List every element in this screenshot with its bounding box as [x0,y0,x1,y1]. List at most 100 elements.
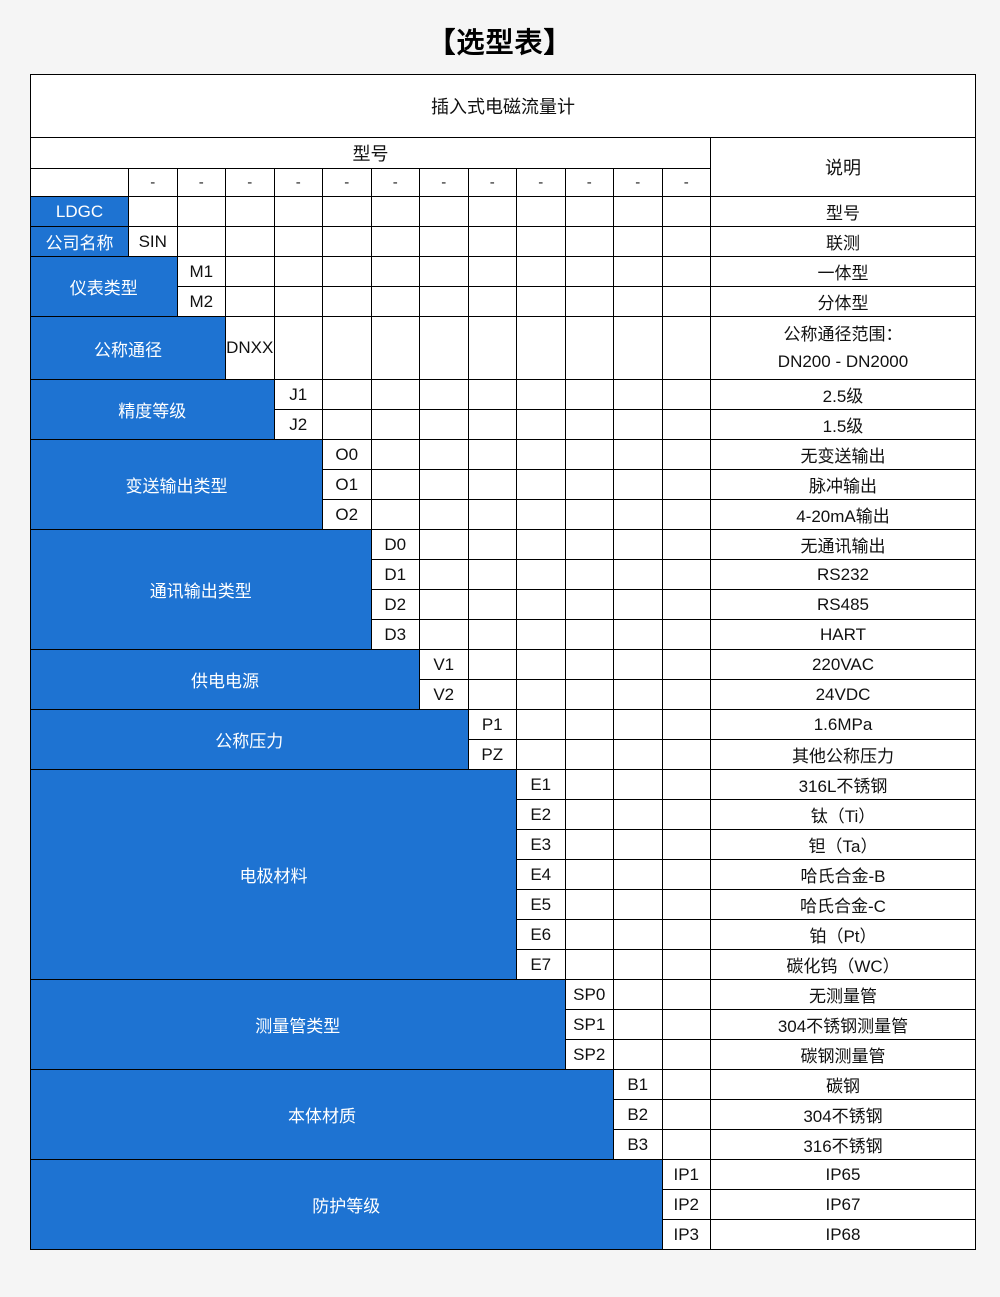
empty-cell [128,196,178,227]
empty-cell [419,559,469,590]
empty-cell [419,316,469,380]
empty-cell [322,379,372,410]
empty-cell [516,316,566,380]
empty-cell [419,469,469,500]
empty-cell [225,256,275,287]
empty-cell [661,679,711,710]
group-label-cell: 变送输出类型 [30,439,323,530]
desc-cell: 其他公称压力 [710,739,976,770]
empty-cell [564,889,614,920]
empty-cell [419,286,469,317]
empty-cell [661,589,711,620]
empty-cell [661,286,711,317]
empty-cell [613,529,663,560]
empty-cell [467,619,517,650]
dash-cell: - [273,168,323,197]
empty-cell [564,859,614,890]
empty-cell [516,559,566,590]
code-cell: O2 [322,499,372,530]
desc-cell: 公称通径范围： DN200 - DN2000 [710,316,976,380]
code-cell: E7 [516,949,566,980]
empty-cell [613,589,663,620]
code-cell: PZ [467,739,517,770]
table-row: E7 碳化钨（WC） [31,949,976,980]
code-cell: SP1 [564,1009,614,1040]
empty-cell [613,979,663,1010]
table-row: IP2 IP67 [31,1189,976,1220]
empty-cell [613,619,663,650]
empty-cell [273,256,323,287]
code-cell: SP0 [564,979,614,1010]
empty-cell [516,709,566,740]
empty-cell [322,286,372,317]
empty-cell [30,168,129,197]
group-label-cell: 公司名称 [30,226,129,257]
desc-cell: 1.6MPa [710,709,976,740]
empty-cell [370,226,420,257]
dash-cell: - [322,168,372,197]
empty-cell [661,709,711,740]
empty-cell [467,559,517,590]
empty-cell [564,529,614,560]
empty-cell [516,226,566,257]
empty-cell [613,256,663,287]
empty-cell [467,226,517,257]
empty-cell [613,889,663,920]
empty-cell [564,439,614,470]
empty-cell [467,469,517,500]
table-row: IP3 IP68 [31,1219,976,1250]
empty-cell [419,379,469,410]
code-cell: IP2 [661,1189,711,1220]
dash-cell: - [516,168,566,197]
desc-cell: IP68 [710,1219,976,1250]
desc-cell: IP65 [710,1159,976,1190]
empty-cell [516,439,566,470]
empty-cell [613,286,663,317]
code-cell: J2 [273,409,323,440]
empty-cell [419,439,469,470]
empty-cell [661,1009,711,1040]
selection-table: 插入式电磁流量计 型号 说明 ------------ LDGC 型号 公司名称 SI… [30,74,976,1250]
empty-cell [613,829,663,860]
empty-cell [564,799,614,830]
dash-cell: - [176,168,226,197]
code-cell: DNXX [225,316,275,380]
empty-cell [661,469,711,500]
empty-cell [613,859,663,890]
empty-cell [467,316,517,380]
dash-cell: - [419,168,469,197]
desc-cell: 一体型 [710,256,976,287]
empty-cell [613,949,663,980]
empty-cell [661,1129,711,1160]
code-cell: P1 [467,709,517,740]
empty-cell [370,379,420,410]
empty-cell [613,499,663,530]
empty-cell [661,379,711,410]
desc-cell: 4-20mA输出 [710,499,976,530]
code-cell: B3 [613,1129,663,1160]
desc-cell: RS485 [710,589,976,620]
page-title: 【选型表】 [427,27,573,58]
table-row: B3 316不锈钢 [31,1129,976,1160]
empty-cell [661,619,711,650]
empty-cell [613,196,663,227]
desc-cell: 铂（Pt） [710,919,976,950]
empty-cell [613,679,663,710]
empty-cell [516,739,566,770]
empty-cell [370,316,420,380]
empty-cell [661,769,711,800]
group-label-cell: 通讯输出类型 [30,529,372,650]
empty-cell [661,859,711,890]
desc-cell: 304不锈钢测量管 [710,1009,976,1040]
empty-cell [467,679,517,710]
empty-cell [564,409,614,440]
desc-cell: 型号 [710,196,976,227]
empty-cell [273,286,323,317]
table-row: E6 铂（Pt） [31,919,976,950]
table-row: 电极材料 E1 316L不锈钢 [30,769,976,980]
table-row: 公称通径 DNXX 公称通径范围： DN200 - DN2000 [30,316,976,380]
empty-cell [564,226,614,257]
table-row: SP2 碳钢测量管 [31,1039,976,1070]
code-cell: B1 [613,1069,663,1100]
empty-cell [613,226,663,257]
